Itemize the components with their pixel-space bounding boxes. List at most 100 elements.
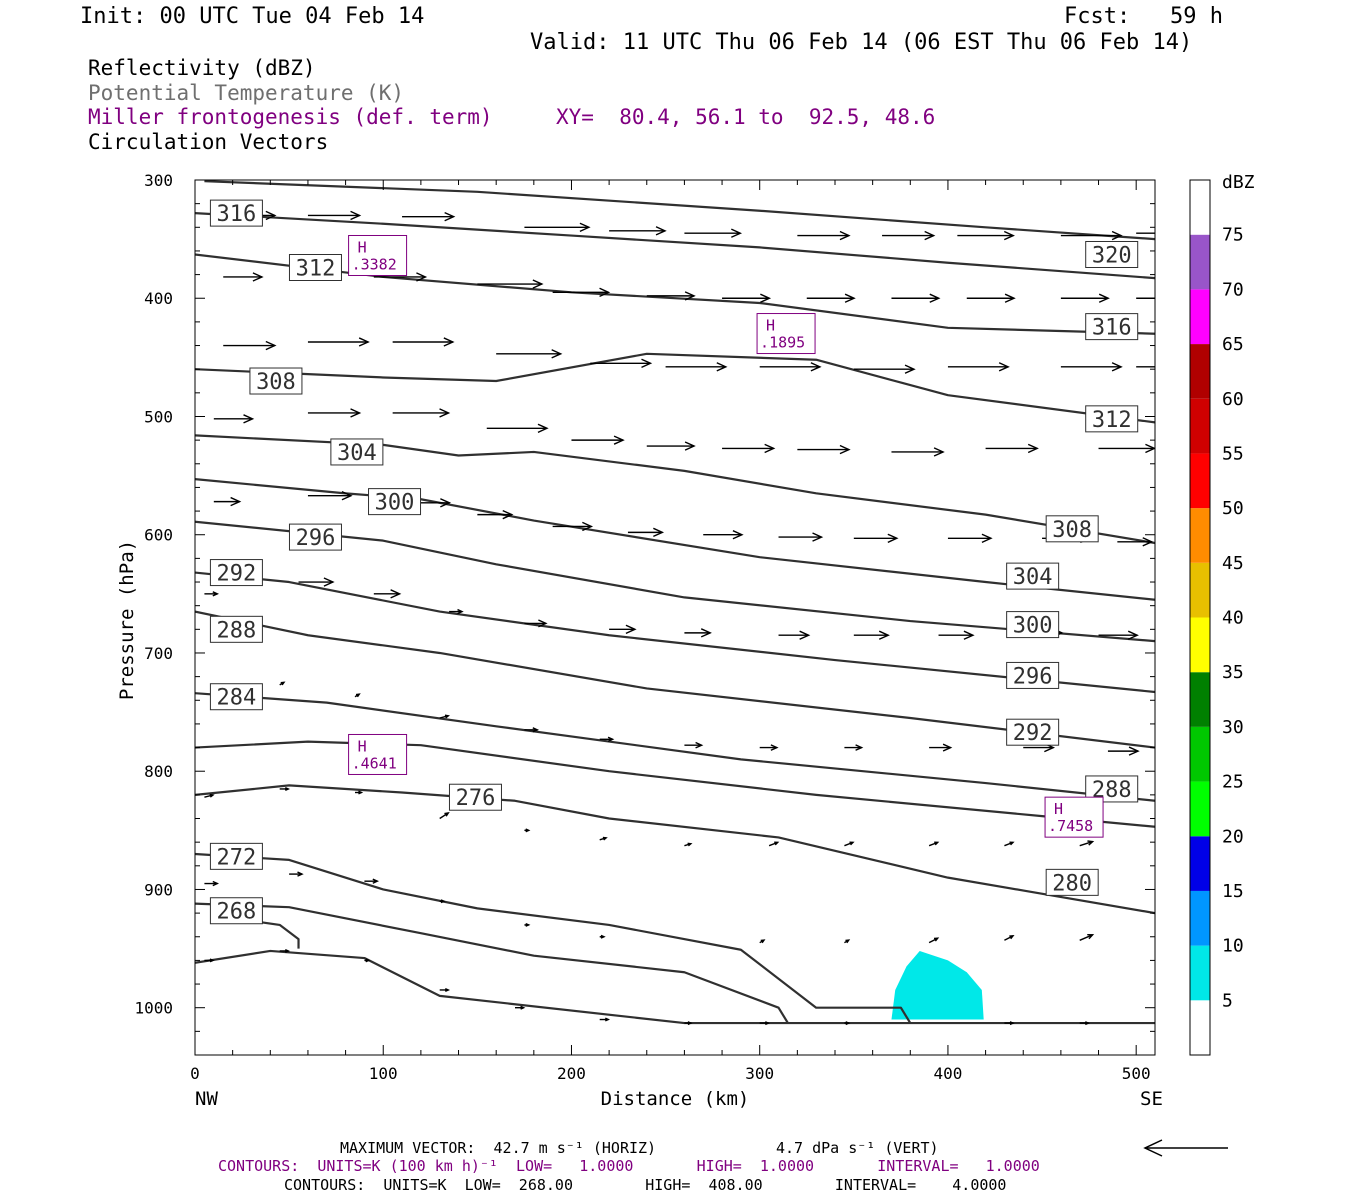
circulation-vector	[684, 228, 743, 238]
circulation-vector	[1136, 297, 1155, 299]
circulation-vector	[496, 349, 563, 359]
vector-head	[358, 790, 364, 795]
theta-label-box	[1006, 611, 1060, 639]
vector-head	[350, 408, 362, 418]
colorbar-segment	[1190, 726, 1210, 782]
forecast-hour: Fcst: 59 h	[1064, 4, 1223, 29]
vector-head	[732, 530, 744, 540]
vector-head	[799, 630, 811, 640]
circulation-vector	[684, 628, 712, 638]
vector-head	[1009, 1021, 1015, 1026]
theta-label-304: 304	[330, 438, 384, 466]
frontogenesis-max: H.7458	[1044, 796, 1104, 838]
theta-label-text: 296	[296, 526, 336, 551]
vector-head	[599, 287, 611, 298]
vector-head	[212, 591, 220, 597]
vector-head	[443, 337, 455, 347]
vector-head	[551, 349, 563, 359]
circulation-vector	[759, 939, 766, 944]
field-frontogenesis: Miller frontogenesis (def. term)	[88, 105, 493, 129]
frontogenesis-value: .1895	[760, 334, 805, 352]
colorbar-segment	[1190, 836, 1210, 891]
vector-head	[839, 230, 851, 241]
reflectivity-fill-layer	[891, 950, 984, 1020]
circulation-vector	[213, 496, 242, 507]
vector-head	[209, 958, 215, 963]
circulation-vector	[844, 841, 855, 847]
theta-contour-264	[195, 949, 1155, 1025]
vector-head	[933, 447, 945, 457]
theta-label-box	[209, 683, 263, 711]
theta-label-box	[1006, 718, 1060, 746]
vector-head	[998, 362, 1010, 372]
colorbar-level-label: 65	[1222, 334, 1244, 355]
circulation-vector	[599, 736, 615, 742]
frontogenesis-box	[1044, 796, 1104, 838]
field-circulation-vectors: Circulation Vectors	[88, 130, 329, 154]
vector-head	[579, 222, 591, 232]
theta-label-296: 296	[288, 523, 342, 551]
colorbar-level-label: 35	[1222, 662, 1244, 683]
circulation-vector	[204, 958, 215, 963]
vector-head	[372, 878, 380, 884]
x-tick-label: 300	[745, 1064, 774, 1083]
circulation-vector	[928, 841, 940, 847]
theta-label-text: 276	[456, 786, 496, 811]
axes: 300 400 500 600 700 800 900 1000 0 100 200 300 400 50…	[134, 171, 1155, 1083]
vector-head	[981, 533, 993, 543]
theta-label-box	[209, 842, 263, 870]
vector-head	[613, 435, 625, 445]
vector-head	[243, 414, 255, 424]
contours-theta-info: CONTOURS: UNITS=K LOW= 268.00 HIGH= 408.…	[284, 1176, 1007, 1194]
colorbar-level-label: 5	[1222, 990, 1233, 1011]
theta-label-box	[368, 488, 422, 516]
circulation-vector	[1098, 443, 1155, 454]
vector-head	[653, 527, 665, 538]
theta-label-text: 280	[1052, 871, 1092, 896]
circulation-vector	[1117, 537, 1154, 547]
valid-time: Valid: 11 UTC Thu 06 Feb 14 (06 EST Thu …	[530, 30, 1193, 55]
frontogenesis-box	[756, 313, 816, 355]
x-tick-label: 500	[1122, 1064, 1151, 1083]
vector-head	[1127, 630, 1139, 640]
theta-contour-308	[195, 434, 1155, 545]
vector-head	[1128, 746, 1140, 756]
frontogenesis-label: H	[358, 238, 367, 256]
theta-contour-324	[204, 180, 1155, 241]
circulation-vector	[882, 230, 936, 241]
frontogenesis-value: .4641	[352, 754, 397, 772]
circulation-vector	[928, 937, 940, 944]
vector-head	[265, 340, 277, 351]
theta-label-box	[1085, 405, 1139, 433]
frontogenesis-box	[348, 733, 408, 775]
theta-label-box	[1045, 868, 1099, 896]
colorbar-segment	[1190, 1000, 1210, 1055]
colorbar-segment	[1190, 672, 1210, 727]
vector-head	[839, 444, 851, 455]
circulation-vector	[985, 443, 1039, 454]
vector-head	[350, 210, 362, 221]
circulation-vector	[439, 714, 450, 719]
colorbar-segment	[1190, 180, 1210, 235]
frontogenesis-box	[348, 234, 408, 276]
vector-shaft	[439, 812, 449, 820]
y-tick-label: 900	[144, 880, 173, 899]
vector-head	[532, 727, 540, 733]
y-axis-label: Pressure (hPa)	[116, 540, 138, 700]
colorbar-segment	[1190, 945, 1210, 1001]
theta-contour-280	[195, 784, 1155, 915]
vector-head	[641, 358, 653, 368]
vector-head	[887, 533, 899, 543]
theta-label-316: 316	[1085, 313, 1139, 341]
colorbar-segment	[1190, 562, 1210, 618]
contours-frontogenesis-info: CONTOURS: UNITS=K (100 km h)⁻¹ LOW= 1.00…	[218, 1157, 1040, 1175]
colorbar-level-label: 60	[1222, 389, 1244, 410]
colorbar-level-label: 55	[1222, 443, 1244, 464]
circulation-vector	[449, 608, 464, 615]
theta-contour-312	[195, 352, 1155, 424]
circulation-vector	[947, 533, 993, 543]
circulation-vector	[402, 211, 456, 222]
circulation-vector	[1060, 230, 1123, 241]
